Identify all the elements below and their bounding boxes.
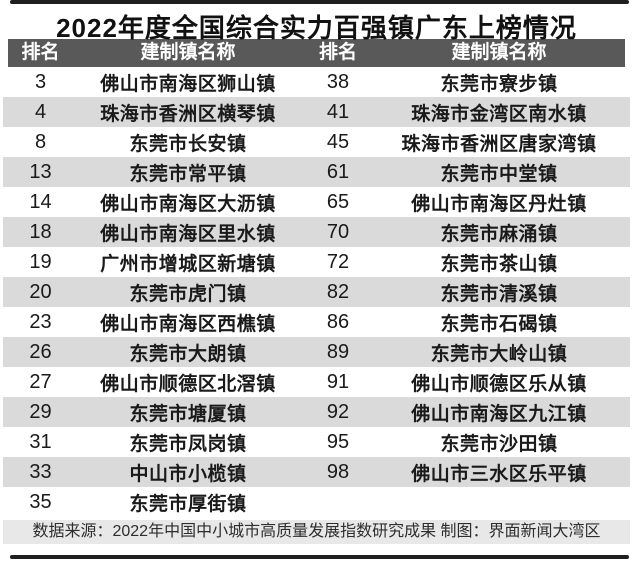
rank-cell-left: 13 — [29, 160, 52, 183]
town-name-cell-left: 东莞市常平镇 — [129, 163, 247, 185]
town-name-cell-right: 东莞市麻涌镇 — [440, 223, 558, 245]
town-name-cell-left: 珠海市香洲区横琴镇 — [100, 103, 276, 125]
table-row: 29 东莞市塘厦镇 92 佛山市南海区九江镇 — [3, 397, 630, 427]
town-name-cell-right: 东莞市沙田镇 — [440, 433, 558, 455]
town-name-cell-right: 东莞市大岭山镇 — [430, 343, 568, 365]
town-name-cell-left: 佛山市南海区大沥镇 — [100, 193, 276, 215]
town-name-cell-left: 东莞市大朗镇 — [129, 343, 247, 365]
table-row: 4 珠海市香洲区横琴镇 41 珠海市金湾区南水镇 — [3, 97, 630, 127]
table-row: 14 佛山市南海区大沥镇 65 佛山市南海区丹灶镇 — [3, 187, 630, 217]
town-name-cell-right: 珠海市香洲区唐家湾镇 — [401, 133, 597, 155]
town-name-cell-right: 佛山市三水区乐平镇 — [411, 463, 587, 485]
header-name-right: 建制镇名称 — [451, 42, 547, 63]
header-name-left: 建制镇名称 — [140, 42, 236, 63]
rank-cell-right: 82 — [326, 280, 350, 303]
rank-cell-right: 61 — [326, 160, 350, 183]
rank-cell-left: 35 — [29, 490, 52, 513]
table-row: 26 东莞市大朗镇 89 东莞市大岭山镇 — [3, 337, 630, 367]
town-name-cell-left: 中山市小榄镇 — [129, 463, 247, 485]
bottom-border-strip — [10, 555, 629, 559]
town-name-cell-left: 佛山市南海区里水镇 — [100, 223, 276, 245]
header-rank-right: 排名 — [318, 42, 357, 63]
rank-cell-left: 4 — [34, 100, 47, 123]
town-name-cell-right: 佛山市南海区丹灶镇 — [411, 193, 587, 215]
rank-cell-left: 18 — [29, 220, 52, 243]
table-row: 19 广州市增城区新塘镇 72 东莞市茶山镇 — [3, 247, 630, 277]
rank-cell-left: 14 — [29, 190, 52, 213]
rank-cell-left: 3 — [34, 70, 47, 93]
rank-cell-right: 86 — [326, 310, 350, 333]
town-name-cell-left: 东莞市凤岗镇 — [129, 433, 247, 455]
rank-cell-right: 70 — [326, 220, 350, 243]
rank-cell-left: 19 — [29, 250, 52, 273]
source-credit-footer: 数据来源：2022年中国中小城市高质量发展指数研究成果 制图：界面新闻大湾区 — [3, 520, 630, 544]
town-name-cell-left: 东莞市长安镇 — [129, 133, 247, 155]
rank-cell-right: 45 — [326, 130, 350, 153]
town-name-cell-right: 东莞市清溪镇 — [440, 283, 558, 305]
rank-cell-right: 95 — [326, 430, 350, 453]
town-name-cell-right: 东莞市中堂镇 — [440, 163, 558, 185]
rank-cell-left: 20 — [29, 280, 52, 303]
table-row: 8 东莞市长安镇 45 珠海市香洲区唐家湾镇 — [3, 127, 630, 157]
rank-cell-right: 92 — [326, 400, 350, 423]
rank-cell-right: 65 — [326, 190, 350, 213]
top-border-strip — [10, 0, 629, 4]
header-rank-left: 排名 — [21, 42, 60, 63]
table-row: 35 东莞市厚街镇 — [3, 487, 630, 517]
table-row: 23 佛山市南海区西樵镇 86 东莞市石碣镇 — [3, 307, 630, 337]
rank-cell-right: 72 — [326, 250, 350, 273]
rank-cell-right: 91 — [326, 370, 350, 393]
table-row: 13 东莞市常平镇 61 东莞市中堂镇 — [3, 157, 630, 187]
town-name-cell-left: 东莞市厚街镇 — [129, 493, 247, 515]
table-row: 27 佛山市顺德区北滘镇 91 佛山市顺德区乐从镇 — [3, 367, 630, 397]
rank-cell-right: 41 — [326, 100, 350, 123]
town-name-cell-right: 东莞市寮步镇 — [440, 73, 558, 95]
rank-cell-left: 29 — [29, 400, 52, 423]
town-name-cell-right: 东莞市石碣镇 — [440, 313, 558, 335]
rank-cell-left: 31 — [29, 430, 52, 453]
town-name-cell-right: 珠海市金湾区南水镇 — [411, 103, 587, 125]
rank-cell-left: 8 — [34, 130, 47, 153]
page-title: 2022年度全国综合实力百强镇广东上榜情况 — [56, 13, 577, 43]
table-row: 20 东莞市虎门镇 82 东莞市清溪镇 — [3, 277, 630, 307]
rank-cell-left: 33 — [29, 460, 52, 483]
table-body: 3 佛山市南海区狮山镇 38 东莞市寮步镇 4 珠海市香洲区横琴镇 41 珠海市金湾区南水镇 8… — [3, 67, 630, 517]
town-name-cell-right: 佛山市南海区九江镇 — [411, 403, 587, 425]
town-name-cell-left: 佛山市南海区西樵镇 — [100, 313, 276, 335]
town-name-cell-right: 佛山市顺德区乐从镇 — [411, 373, 587, 395]
table-header-row: 排名 建制镇名称 排名 建制镇名称 — [8, 39, 625, 67]
town-name-cell-left: 东莞市塘厦镇 — [129, 403, 247, 425]
town-name-cell-left: 广州市增城区新塘镇 — [100, 253, 276, 275]
rank-cell-left: 23 — [29, 310, 52, 333]
table-row: 18 佛山市南海区里水镇 70 东莞市麻涌镇 — [3, 217, 630, 247]
town-name-cell-right: 东莞市茶山镇 — [440, 253, 558, 275]
town-name-cell-left: 佛山市顺德区北滘镇 — [100, 373, 276, 395]
town-name-cell-left: 东莞市虎门镇 — [129, 283, 247, 305]
table-row: 31 东莞市凤岗镇 95 东莞市沙田镇 — [3, 427, 630, 457]
rank-cell-left: 27 — [29, 370, 52, 393]
table-row: 33 中山市小榄镇 98 佛山市三水区乐平镇 — [3, 457, 630, 487]
rank-cell-left: 26 — [29, 340, 52, 363]
town-name-cell-left: 佛山市南海区狮山镇 — [100, 73, 276, 95]
rank-cell-right: 89 — [326, 340, 350, 363]
table-row: 3 佛山市南海区狮山镇 38 东莞市寮步镇 — [3, 67, 630, 97]
rank-cell-right: 98 — [326, 460, 350, 483]
rank-cell-right: 38 — [326, 70, 350, 93]
